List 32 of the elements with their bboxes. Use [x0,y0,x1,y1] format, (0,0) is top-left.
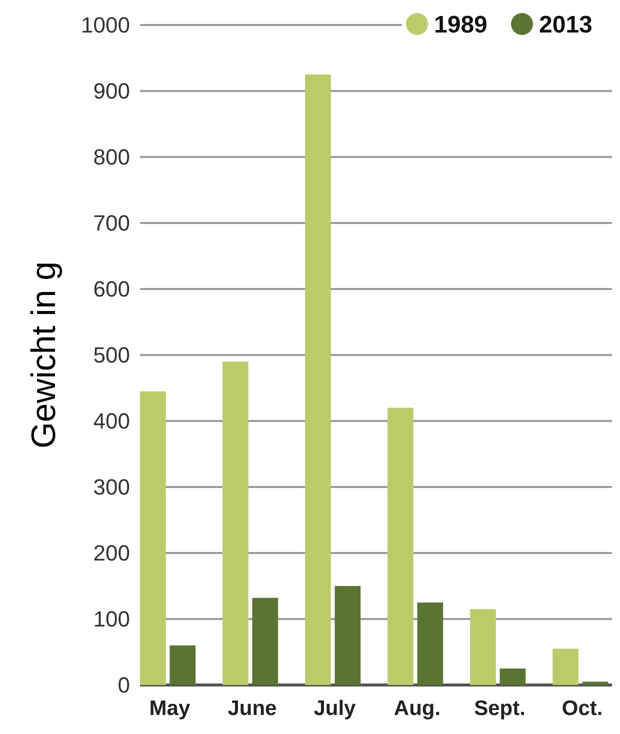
bar [388,408,414,685]
bar [305,74,331,685]
x-tick-label: June [228,697,277,720]
x-tick-label: May [149,697,190,720]
bar [417,602,444,685]
y-tick-label: 200 [93,540,130,566]
x-tick-label: July [314,697,356,720]
bar [170,645,196,685]
legend-label: 2013 [539,11,592,38]
bar [552,648,578,685]
y-tick-label: 300 [93,474,130,500]
x-tick-label: Aug. [394,697,441,720]
bar [582,682,608,685]
bar [252,598,278,685]
x-tick-label: Oct. [562,697,603,720]
y-tick-label: 600 [93,276,130,302]
bar [222,362,248,685]
y-tick-label: 100 [93,606,130,632]
bar [470,609,496,685]
y-tick-label: 1000 [81,12,130,38]
y-tick-label: 800 [93,144,130,170]
y-tick-label: 900 [93,78,130,104]
bar [334,586,361,685]
x-tick-label: Sept. [474,697,526,720]
bar [140,391,166,685]
y-tick-label: 700 [93,210,130,236]
y-tick-label: 500 [93,342,130,368]
legend-label: 1989 [434,11,488,38]
y-tick-label: 0 [118,672,130,698]
bar [500,668,526,685]
y-axis-title: Gewicht in g [25,261,63,449]
y-tick-label: 400 [93,408,130,434]
